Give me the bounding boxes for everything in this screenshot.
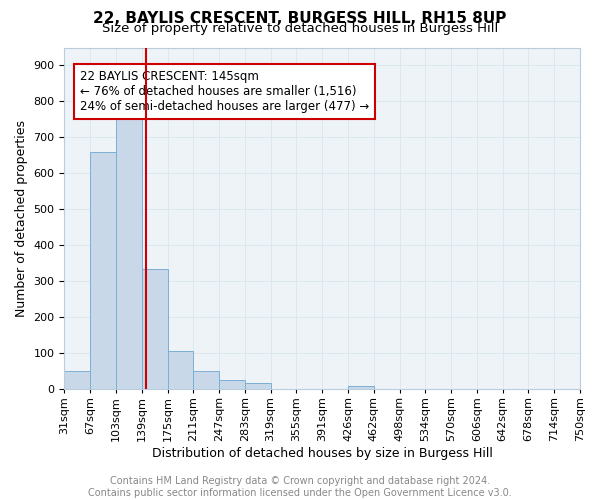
Text: Size of property relative to detached houses in Burgess Hill: Size of property relative to detached ho… xyxy=(102,22,498,35)
Text: 22 BAYLIS CRESCENT: 145sqm
← 76% of detached houses are smaller (1,516)
24% of s: 22 BAYLIS CRESCENT: 145sqm ← 76% of deta… xyxy=(80,70,369,112)
Bar xyxy=(116,120,142,390)
Text: Contains HM Land Registry data © Crown copyright and database right 2024.
Contai: Contains HM Land Registry data © Crown c… xyxy=(88,476,512,498)
Bar xyxy=(245,384,271,390)
Bar xyxy=(219,380,245,390)
Text: 22, BAYLIS CRESCENT, BURGESS HILL, RH15 8UP: 22, BAYLIS CRESCENT, BURGESS HILL, RH15 … xyxy=(94,11,506,26)
Bar xyxy=(142,269,167,390)
Bar xyxy=(64,372,90,390)
Bar xyxy=(193,372,219,390)
Bar xyxy=(348,386,374,390)
Bar xyxy=(90,152,116,390)
Y-axis label: Number of detached properties: Number of detached properties xyxy=(15,120,28,317)
X-axis label: Distribution of detached houses by size in Burgess Hill: Distribution of detached houses by size … xyxy=(152,447,493,460)
Bar xyxy=(167,351,193,390)
